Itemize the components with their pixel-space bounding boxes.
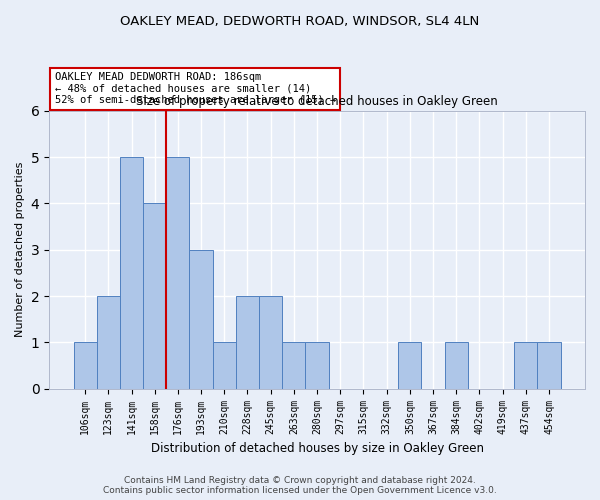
Bar xyxy=(305,342,329,388)
Bar xyxy=(282,342,305,388)
X-axis label: Distribution of detached houses by size in Oakley Green: Distribution of detached houses by size … xyxy=(151,442,484,455)
Bar xyxy=(445,342,468,388)
Text: OAKLEY MEAD, DEDWORTH ROAD, WINDSOR, SL4 4LN: OAKLEY MEAD, DEDWORTH ROAD, WINDSOR, SL4… xyxy=(121,15,479,28)
Bar xyxy=(97,296,120,388)
Text: Contains HM Land Registry data © Crown copyright and database right 2024.
Contai: Contains HM Land Registry data © Crown c… xyxy=(103,476,497,495)
Bar xyxy=(190,250,212,388)
Bar xyxy=(143,204,166,388)
Bar xyxy=(259,296,282,388)
Title: Size of property relative to detached houses in Oakley Green: Size of property relative to detached ho… xyxy=(136,96,498,108)
Bar xyxy=(538,342,560,388)
Text: OAKLEY MEAD DEDWORTH ROAD: 186sqm
← 48% of detached houses are smaller (14)
52% : OAKLEY MEAD DEDWORTH ROAD: 186sqm ← 48% … xyxy=(55,72,336,106)
Bar xyxy=(398,342,421,388)
Bar xyxy=(236,296,259,388)
Bar xyxy=(514,342,538,388)
Bar xyxy=(74,342,97,388)
Bar xyxy=(166,157,190,388)
Y-axis label: Number of detached properties: Number of detached properties xyxy=(15,162,25,338)
Bar xyxy=(212,342,236,388)
Bar xyxy=(120,157,143,388)
